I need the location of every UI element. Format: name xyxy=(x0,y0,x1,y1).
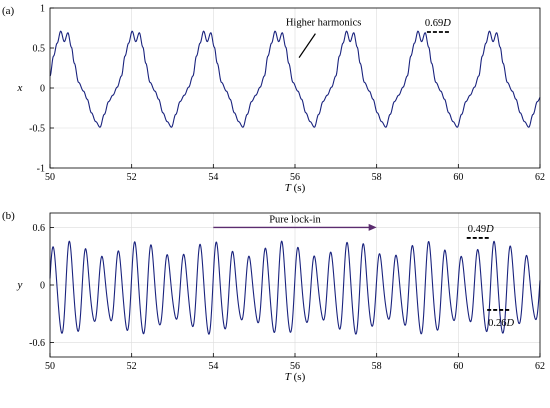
a-x-tick-label: 58 xyxy=(372,172,382,183)
max-amplitude-label: 0.49D xyxy=(468,224,494,235)
min-amplitude-label: 0.26D xyxy=(488,318,514,329)
peak-amplitude-unit: D xyxy=(442,18,451,29)
panel-a-grid xyxy=(49,7,541,169)
lock-in-label: Pure lock-in xyxy=(269,214,321,225)
a-x-tick-label: 54 xyxy=(208,172,218,183)
b-x-tick-label: 60 xyxy=(453,361,463,372)
panel-b: (b) 50 52 54 56 58 60 62 -0.6 0 0.6 y T (s) Pure… xyxy=(2,210,545,383)
b-y-tick-label: 0.6 xyxy=(33,223,46,234)
panel-a-x-axis-var: T xyxy=(285,182,292,194)
min-amplitude-value: 0.26 xyxy=(488,318,506,329)
panel-b-x-axis-var: T xyxy=(285,371,292,383)
b-x-tick-label: 56 xyxy=(290,361,300,372)
a-y-tick-label: -1 xyxy=(37,164,45,175)
max-amplitude-unit: D xyxy=(485,224,494,235)
b-x-tick-label: 62 xyxy=(535,361,545,372)
lock-in-arrowhead xyxy=(368,223,377,231)
panel-b-label: (b) xyxy=(2,210,15,222)
a-x-tick-label: 52 xyxy=(127,172,137,183)
panel-a-y-axis-label: x xyxy=(17,82,23,94)
a-y-tick-label: -0.5 xyxy=(29,124,45,135)
peak-amplitude-value: 0.69 xyxy=(425,18,443,29)
higher-harmonics-annotation: Higher harmonics xyxy=(286,18,362,29)
panel-a-label: (a) xyxy=(2,5,15,17)
b-x-tick-label: 50 xyxy=(45,361,55,372)
b-x-tick-label: 54 xyxy=(208,361,218,372)
panel-a-x-series-line xyxy=(49,30,541,128)
a-y-tick-label: 0 xyxy=(40,84,45,95)
higher-harmonics-pointer xyxy=(298,33,316,58)
b-x-tick-label: 58 xyxy=(372,361,382,372)
panel-b-x-ticks: 50 52 54 56 58 60 62 xyxy=(45,353,545,372)
panel-a-x-axis-unit: (s) xyxy=(291,182,306,194)
a-x-tick-label: 56 xyxy=(290,172,300,183)
panel-b-y-axis-label: y xyxy=(17,279,23,291)
panel-b-y-series-line xyxy=(49,240,541,335)
panel-a-y-ticks: -1 -0.5 0 0.5 1 xyxy=(29,4,54,175)
panel-a-x-axis-label: T (s) xyxy=(285,182,306,194)
a-x-tick-label: 50 xyxy=(45,172,55,183)
a-y-tick-label: 1 xyxy=(40,4,45,15)
b-y-tick-label: -0.6 xyxy=(29,338,45,349)
b-x-tick-label: 52 xyxy=(127,361,137,372)
panel-b-y-ticks: -0.6 0 0.6 xyxy=(29,223,54,349)
a-x-tick-label: 62 xyxy=(535,172,545,183)
panel-b-x-axis-unit: (s) xyxy=(291,371,306,383)
panel-a-x-ticks: 50 52 54 56 58 60 62 xyxy=(45,164,545,183)
a-x-tick-label: 60 xyxy=(453,172,463,183)
panel-a: (a) 50 52 54 56 58 60 62 -1 -0.5 0 0.5 1 x T (s) H… xyxy=(2,4,545,195)
panel-b-x-axis-label: T (s) xyxy=(285,371,306,383)
peak-amplitude-label: 0.69D xyxy=(425,18,451,29)
b-y-tick-label: 0 xyxy=(40,281,45,292)
a-y-tick-label: 0.5 xyxy=(33,44,46,55)
max-amplitude-value: 0.49 xyxy=(468,224,486,235)
min-amplitude-unit: D xyxy=(506,318,515,329)
